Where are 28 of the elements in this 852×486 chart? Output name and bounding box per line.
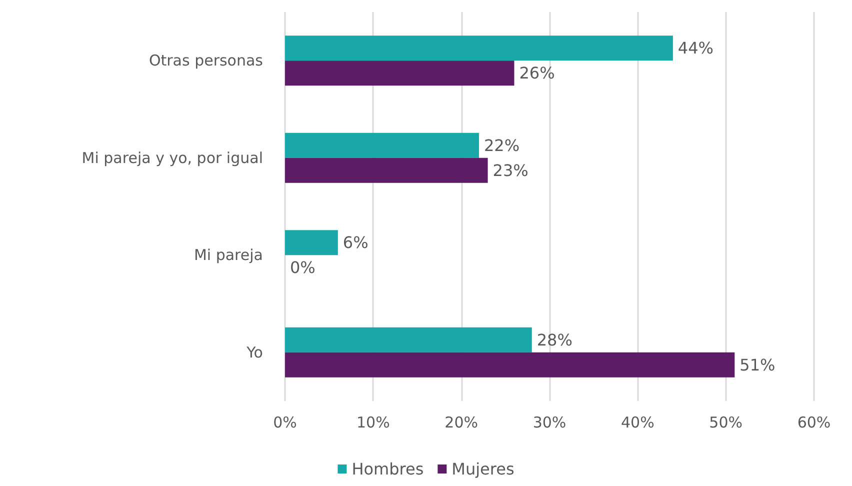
x-tick-label: 40% <box>620 414 654 432</box>
legend-label: Mujeres <box>452 460 514 478</box>
data-label: 51% <box>740 355 776 374</box>
x-tick-label: 0% <box>273 414 297 432</box>
data-label: 22% <box>484 136 520 155</box>
bar <box>285 60 514 86</box>
bar <box>285 327 532 352</box>
x-tick-label: 30% <box>532 414 566 432</box>
x-tick-label: 50% <box>709 414 743 432</box>
data-label: 28% <box>536 330 572 350</box>
bar <box>285 352 735 378</box>
data-label: 26% <box>519 64 555 83</box>
x-tick-label: 20% <box>444 414 478 432</box>
x-tick-label: 10% <box>356 414 390 432</box>
data-label: 6% <box>342 233 368 252</box>
y-tick-label: Mi pareja <box>194 246 263 264</box>
bar <box>285 36 673 61</box>
bar <box>285 158 488 183</box>
data-label: 44% <box>678 38 714 58</box>
data-label: 0% <box>290 258 316 278</box>
y-tick-label: Yo <box>246 343 263 362</box>
y-tick-label: Mi pareja y yo, por igual <box>82 148 263 167</box>
data-label: 23% <box>492 160 528 180</box>
bar <box>285 230 338 256</box>
y-tick-label: Otras personas <box>148 52 264 70</box>
legend-label: Hombres <box>352 460 424 478</box>
x-tick-label: 60% <box>797 414 831 432</box>
bar <box>285 132 479 158</box>
